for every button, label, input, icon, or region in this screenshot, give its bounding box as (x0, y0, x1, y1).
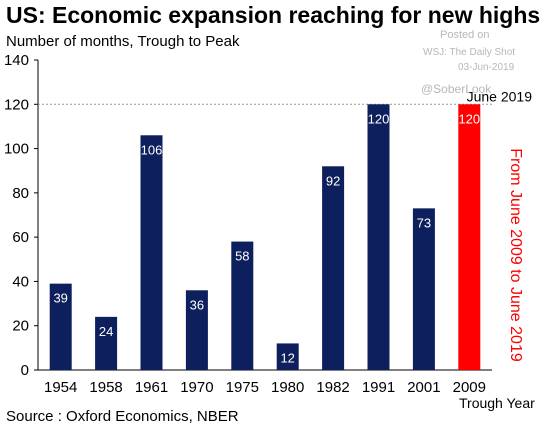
bar (367, 104, 390, 371)
x-tick-label: 1975 (226, 379, 259, 396)
watermark-handle: @SoberLook (421, 82, 492, 96)
bar (276, 343, 299, 370)
bar (49, 283, 72, 370)
y-tick-label: 120 (4, 96, 29, 113)
bar (458, 104, 481, 371)
y-tick-label: 100 (4, 141, 29, 158)
data-label: 120 (368, 111, 390, 126)
annotation-text: From June 2009 to June 2019 (507, 148, 524, 362)
bar (185, 290, 208, 370)
data-label: 36 (190, 297, 204, 312)
x-tick-label: 2009 (453, 379, 486, 396)
x-tick-label: 1961 (135, 379, 168, 396)
x-tick-label: 1970 (180, 379, 213, 396)
bar (140, 135, 163, 370)
bar (412, 208, 435, 370)
data-label: 92 (326, 173, 340, 188)
y-tick-label: 40 (12, 273, 29, 290)
y-tick-label: 20 (12, 318, 29, 335)
x-axis-label: Trough Year (459, 395, 535, 411)
x-tick-label: 1958 (89, 379, 122, 396)
x-tick-label: 1980 (271, 379, 304, 396)
data-label: 24 (99, 324, 113, 339)
x-tick-label: 2001 (407, 379, 440, 396)
x-tick-label: 1954 (44, 379, 77, 396)
bar (322, 166, 345, 370)
source-note: Source : Oxford Economics, NBER (6, 408, 239, 425)
chart-subtitle: Number of months, Trough to Peak (6, 33, 240, 50)
x-tick-label: 1991 (362, 379, 395, 396)
bar (95, 316, 118, 370)
y-tick-label: 0 (21, 362, 29, 379)
watermark-posted: Posted on (440, 29, 490, 41)
reference-line-label: June 2019 (467, 88, 533, 104)
bar (231, 241, 254, 370)
y-tick-label: 60 (12, 229, 29, 246)
y-tick-label: 140 (4, 52, 29, 69)
data-label: 39 (53, 291, 67, 306)
data-label: 58 (235, 249, 249, 264)
data-label: 106 (141, 142, 163, 157)
watermark-source: WSJ: The Daily Shot (423, 47, 516, 58)
data-label: 73 (417, 215, 431, 230)
data-label: 12 (280, 350, 294, 365)
y-tick-label: 80 (12, 185, 29, 202)
watermark-date: 03-Jun-2019 (458, 62, 515, 73)
chart-title: US: Economic expansion reaching for new … (6, 2, 540, 28)
x-tick-label: 1982 (316, 379, 349, 396)
data-label: 120 (458, 111, 480, 126)
